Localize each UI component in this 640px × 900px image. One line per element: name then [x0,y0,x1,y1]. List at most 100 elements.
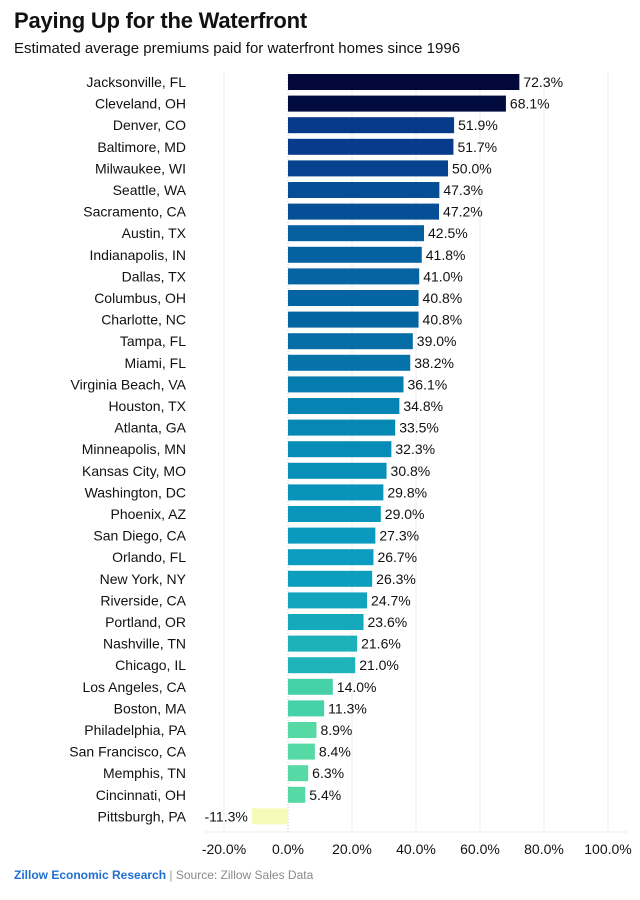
category-label: Sacramento, CA [83,204,186,220]
value-label: 36.1% [408,376,448,392]
category-label: Charlotte, NC [101,312,186,328]
value-label: 32.3% [395,441,435,457]
bar [288,484,384,501]
value-label: 11.3% [328,700,367,716]
value-label: 8.4% [319,744,351,760]
value-label: 34.8% [403,398,443,414]
bar [288,419,396,436]
x-tick-label: 0.0% [272,841,304,857]
value-label: 29.0% [385,506,425,522]
value-label: 33.5% [399,420,439,436]
bar [288,311,419,328]
bar [288,549,374,566]
x-tick-label: -20.0% [202,841,246,857]
bar [288,678,333,695]
value-label: 50.0% [452,160,492,176]
footer: Zillow Economic Research | Source: Zillo… [14,868,313,882]
value-label: 41.0% [423,268,463,284]
category-label: Denver, CO [113,117,186,133]
bar [288,398,400,414]
category-label: Indianapolis, IN [89,247,186,263]
x-tick-label: 80.0% [524,841,564,857]
bar [288,722,317,738]
category-label: Washington, DC [85,484,186,500]
value-label: 8.9% [320,722,352,738]
category-label: Memphis, TN [103,765,186,781]
bar [288,74,520,90]
category-label: Tampa, FL [120,333,186,349]
bar [288,635,358,652]
value-label: 5.4% [309,787,341,803]
category-label: Seattle, WA [113,182,187,198]
bar [288,246,422,263]
bar [251,808,288,825]
category-label: Atlanta, GA [114,420,186,436]
category-label: Dallas, TX [122,268,187,284]
category-label: Baltimore, MD [97,139,186,155]
category-label: New York, NY [100,571,187,587]
value-label: 38.2% [414,355,454,371]
bar [288,290,419,306]
category-label: Cincinnati, OH [96,787,186,803]
value-label: 39.0% [417,333,457,349]
footer-source: Source: Zillow Sales Data [175,868,314,882]
bar [288,441,392,458]
category-label: Austin, TX [122,225,187,241]
bar [288,333,413,350]
category-label: Minneapolis, MN [82,441,186,457]
bar [288,225,424,242]
value-label: 14.0% [337,679,377,695]
value-label: 40.8% [423,312,463,328]
category-label: Nashville, TN [103,636,186,652]
bar [288,592,368,609]
value-label: 26.3% [376,571,416,587]
bars [251,74,520,825]
value-label: 29.8% [387,484,427,500]
footer-brand-link[interactable]: Zillow Economic Research [14,868,167,882]
bar [288,376,404,393]
bar [288,117,455,134]
value-label: 51.7% [457,139,497,155]
value-label: 47.2% [443,204,483,220]
bar [288,182,440,198]
bar [288,765,309,782]
category-label: Columbus, OH [94,290,186,306]
category-label: San Francisco, CA [69,744,186,760]
value-label: 47.3% [443,182,483,198]
value-labels: 72.3% 68.1% 51.9% 51.7% 50.0% 47.3% 47.2% 42.5%… [205,74,564,824]
category-label: Pittsburgh, PA [98,808,187,824]
bar [288,570,373,587]
category-label: Miami, FL [125,355,187,371]
value-label: 30.8% [391,463,431,479]
x-tick-label: 100.0% [584,841,631,857]
value-label: 21.6% [361,636,401,652]
category-labels: Jacksonville, FL Cleveland, OH Denver, CO B… [69,74,186,824]
bar [288,657,356,674]
category-label: Philadelphia, PA [84,722,186,738]
chart-title: Paying Up for the Waterfront [14,8,308,33]
category-label: Cleveland, OH [95,96,186,112]
bar [288,95,506,112]
value-label: 26.7% [377,549,417,565]
value-label: -11.3% [205,808,248,824]
bar [288,700,325,717]
bar [288,743,315,760]
value-label: 6.3% [312,765,344,781]
bar [288,506,381,522]
bar [288,138,454,155]
category-label: Phoenix, AZ [111,506,187,522]
value-label: 24.7% [371,592,411,608]
category-label: Virginia Beach, VA [71,376,187,392]
footer-separator: | [169,868,173,882]
category-label: Boston, MA [114,700,187,716]
value-label: 68.1% [510,96,550,112]
value-label: 41.8% [426,247,466,263]
category-label: Milwaukee, WI [95,160,186,176]
value-label: 72.3% [523,74,563,90]
bar [288,160,448,177]
value-label: 21.0% [359,657,399,673]
category-label: Chicago, IL [115,657,186,673]
category-label: Jacksonville, FL [86,74,186,90]
category-label: Kansas City, MO [82,463,186,479]
